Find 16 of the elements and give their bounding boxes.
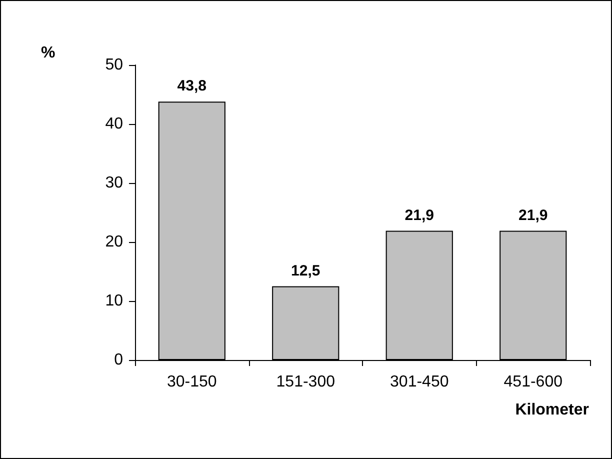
- x-tick-label: 30-150: [166, 374, 217, 390]
- y-tick-label: 50: [105, 56, 124, 74]
- data-label: 21,9: [404, 206, 434, 224]
- x-tick-label: 451-600: [504, 374, 563, 390]
- y-tick-label: 20: [105, 234, 124, 250]
- y-tick-label: 30: [105, 174, 124, 192]
- y-tick-label: 10: [105, 292, 124, 310]
- y-axis-title: %: [41, 44, 56, 62]
- data-label: 21,9: [518, 206, 548, 224]
- data-label: 12,5: [291, 262, 320, 280]
- y-tick-label: 0: [114, 352, 124, 368]
- data-label: 43,8: [177, 78, 206, 95]
- x-axis-title: Kilometer: [515, 402, 589, 418]
- x-tick-label: 301-450: [390, 374, 449, 390]
- x-tick-label: 151-300: [276, 374, 336, 390]
- y-tick-label: 40: [105, 116, 124, 132]
